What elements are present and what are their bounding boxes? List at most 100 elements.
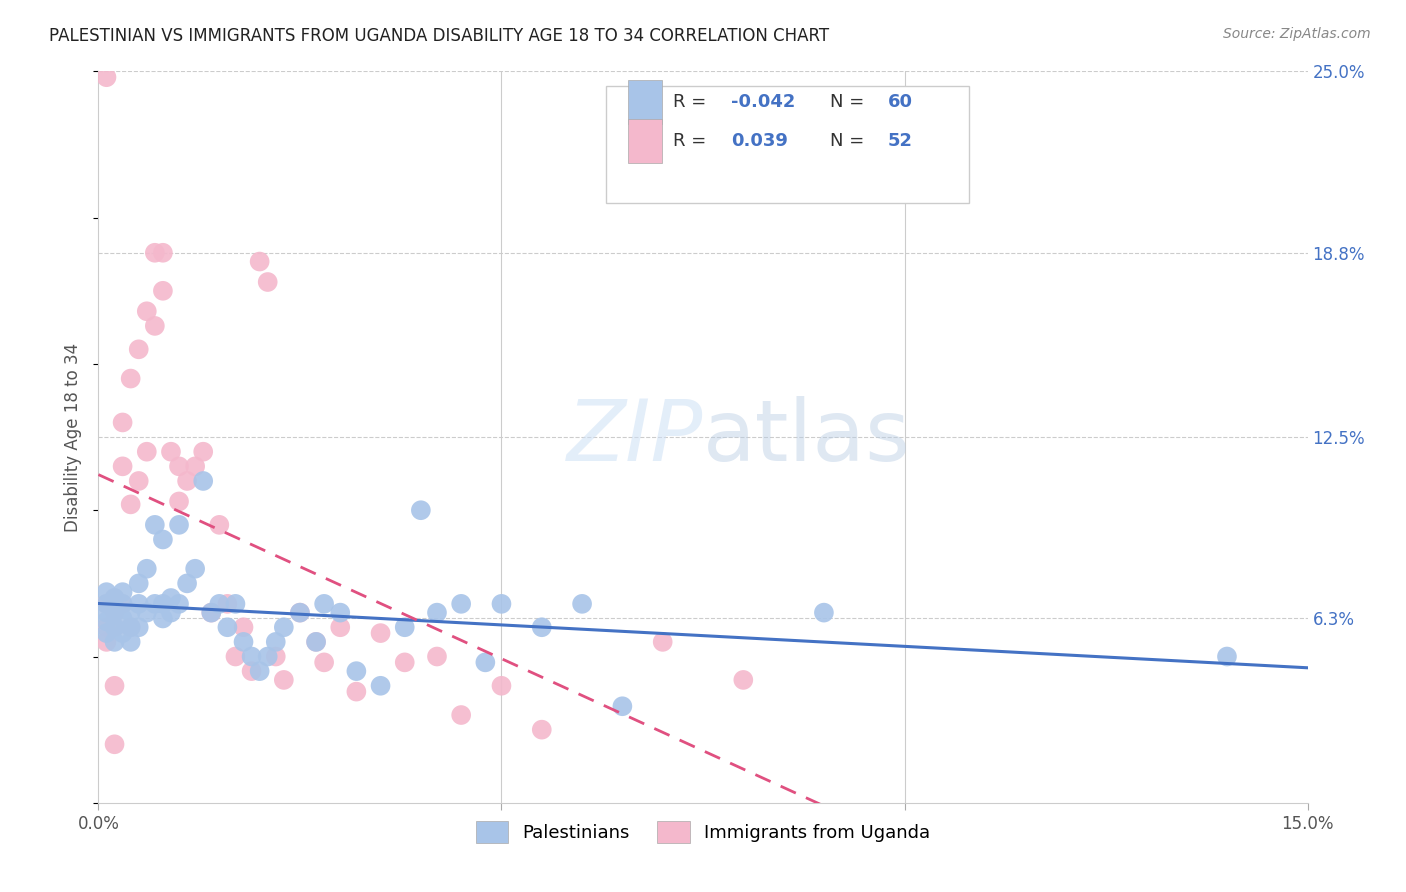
- Point: [426, 606, 449, 620]
- Y-axis label: Disability Age 18 to 34: Disability Age 18 to 34: [65, 343, 83, 532]
- Point: [120, 606, 142, 620]
- Point: [111, 597, 134, 611]
- Point: [450, 708, 472, 723]
- Point: [103, 620, 125, 634]
- Point: [474, 656, 496, 670]
- Point: [612, 699, 634, 714]
- Point: [103, 620, 125, 634]
- Point: [96, 70, 118, 85]
- Point: [120, 497, 142, 511]
- Point: [305, 635, 328, 649]
- Point: [651, 635, 673, 649]
- Point: [370, 626, 392, 640]
- Point: [232, 635, 254, 649]
- Point: [491, 597, 513, 611]
- Point: [167, 494, 190, 508]
- Point: [96, 597, 118, 611]
- Point: [273, 620, 295, 634]
- Point: [96, 606, 118, 620]
- Point: [288, 606, 311, 620]
- Point: [128, 343, 150, 357]
- Text: atlas: atlas: [703, 395, 911, 479]
- Point: [120, 620, 142, 634]
- Point: [135, 562, 157, 576]
- Point: [96, 626, 118, 640]
- Point: [176, 576, 198, 591]
- Point: [128, 576, 150, 591]
- Point: [200, 606, 222, 620]
- Point: [152, 611, 174, 625]
- Point: [249, 254, 271, 268]
- Point: [120, 371, 142, 385]
- Point: [143, 318, 166, 333]
- Point: [167, 517, 190, 532]
- Point: [217, 597, 239, 611]
- Point: [96, 597, 118, 611]
- Point: [184, 459, 207, 474]
- Point: [103, 606, 125, 620]
- Point: [249, 664, 271, 678]
- Point: [152, 284, 174, 298]
- Point: [96, 585, 118, 599]
- Point: [394, 620, 416, 634]
- Point: [96, 615, 118, 629]
- Point: [152, 533, 174, 547]
- Point: [111, 626, 134, 640]
- Point: [193, 474, 215, 488]
- Point: [329, 606, 352, 620]
- Point: [329, 620, 352, 634]
- Point: [264, 635, 287, 649]
- FancyBboxPatch shape: [606, 86, 969, 203]
- Point: [264, 649, 287, 664]
- Point: [813, 606, 835, 620]
- Point: [167, 597, 190, 611]
- Point: [160, 591, 183, 605]
- Point: [224, 597, 246, 611]
- Point: [135, 444, 157, 458]
- Point: [96, 620, 118, 634]
- Point: [160, 444, 183, 458]
- Point: [152, 245, 174, 260]
- Point: [143, 597, 166, 611]
- Point: [120, 635, 142, 649]
- Point: [224, 649, 246, 664]
- Point: [167, 459, 190, 474]
- Text: 52: 52: [889, 132, 912, 150]
- Point: [530, 723, 553, 737]
- Text: PALESTINIAN VS IMMIGRANTS FROM UGANDA DISABILITY AGE 18 TO 34 CORRELATION CHART: PALESTINIAN VS IMMIGRANTS FROM UGANDA DI…: [49, 27, 830, 45]
- Point: [240, 664, 263, 678]
- Point: [128, 620, 150, 634]
- Point: [111, 611, 134, 625]
- Point: [344, 684, 367, 698]
- Point: [426, 649, 449, 664]
- Point: [394, 656, 416, 670]
- Text: -0.042: -0.042: [731, 93, 796, 112]
- Point: [143, 245, 166, 260]
- Point: [103, 679, 125, 693]
- Point: [120, 620, 142, 634]
- Point: [111, 585, 134, 599]
- Point: [135, 606, 157, 620]
- Point: [208, 517, 231, 532]
- Point: [143, 517, 166, 532]
- Point: [111, 459, 134, 474]
- Point: [200, 606, 222, 620]
- Point: [256, 275, 278, 289]
- Point: [273, 673, 295, 687]
- Point: [314, 597, 336, 611]
- Point: [152, 597, 174, 611]
- Text: R =: R =: [672, 93, 711, 112]
- Point: [208, 597, 231, 611]
- Point: [305, 635, 328, 649]
- Point: [288, 606, 311, 620]
- Point: [314, 656, 336, 670]
- Point: [450, 597, 472, 611]
- Text: ZIP: ZIP: [567, 395, 703, 479]
- Text: 60: 60: [889, 93, 912, 112]
- Point: [103, 591, 125, 605]
- Point: [217, 620, 239, 634]
- Point: [232, 620, 254, 634]
- Point: [176, 474, 198, 488]
- Point: [344, 664, 367, 678]
- Point: [96, 635, 118, 649]
